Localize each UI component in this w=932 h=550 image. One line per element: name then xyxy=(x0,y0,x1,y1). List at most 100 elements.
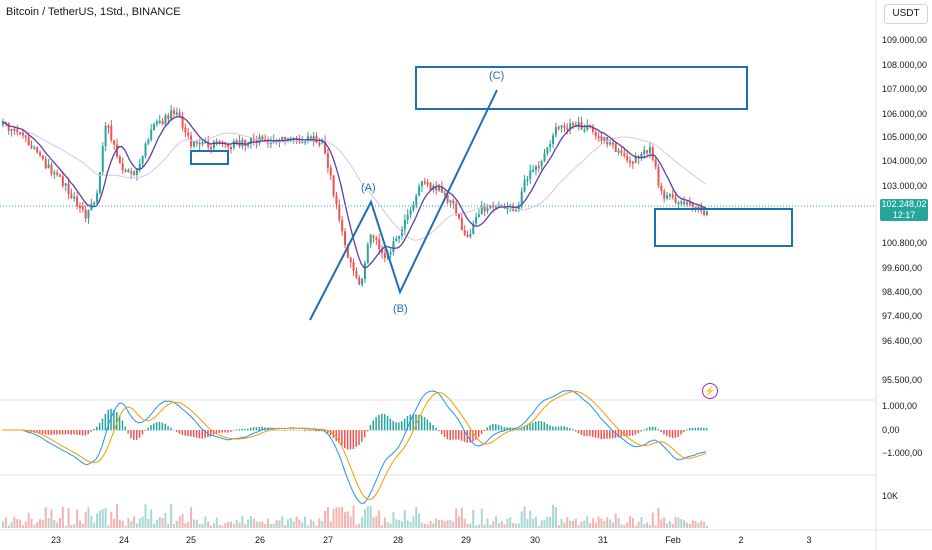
candle-body xyxy=(201,142,204,145)
macd-histogram-bar xyxy=(671,430,674,439)
macd-histogram-bar xyxy=(301,430,303,431)
price-axis[interactable]: 109.000,00 108.000,00 107.000,00 106.000,00… xyxy=(882,35,927,385)
candle-body xyxy=(315,136,318,143)
macd-histogram-bar xyxy=(218,430,221,434)
macd-histogram-bar xyxy=(116,412,118,431)
consolidation-rectangle[interactable] xyxy=(190,150,229,165)
candle-body xyxy=(472,223,475,235)
candle-body xyxy=(36,147,39,153)
candle-body xyxy=(56,172,59,175)
volume-bar xyxy=(646,522,649,528)
abc-wave-line[interactable] xyxy=(309,89,498,321)
candle-body xyxy=(338,204,341,220)
macd-histogram-bar xyxy=(306,430,309,431)
volume-bar xyxy=(383,517,386,528)
macd-histogram-bar xyxy=(512,428,514,431)
wave-label-a: (A) xyxy=(361,182,376,194)
volume-bar xyxy=(677,517,680,528)
volume-bar xyxy=(381,525,384,528)
candle-body xyxy=(21,132,24,136)
macd-histogram-bar xyxy=(543,422,545,431)
volume-bar xyxy=(477,524,480,528)
macd-histogram-bar xyxy=(267,427,269,431)
currency-selector-button[interactable]: USDT xyxy=(884,4,928,24)
candle-body xyxy=(87,210,90,219)
volume-bar xyxy=(244,523,247,528)
candle-body xyxy=(406,214,409,220)
support-zone-rectangle[interactable] xyxy=(654,208,793,247)
macd-histogram-bar xyxy=(249,427,252,431)
candle-body xyxy=(426,182,429,185)
volume-bar xyxy=(423,523,426,528)
macd-histogram-bar xyxy=(403,418,406,431)
volume-bar xyxy=(178,516,181,528)
candle-body xyxy=(184,127,187,133)
macd-histogram-bar xyxy=(101,418,104,431)
candle-body xyxy=(614,143,617,152)
candle-body xyxy=(435,185,438,191)
macd-histogram-bar xyxy=(566,427,568,431)
macd-histogram-bar xyxy=(606,430,608,439)
volume-axis: 10K xyxy=(882,491,898,501)
macd-histogram-bar xyxy=(44,430,47,435)
macd-histogram-bar xyxy=(389,418,392,431)
candle-body xyxy=(39,152,42,156)
volume-bar xyxy=(96,513,99,528)
macd-histogram-bar xyxy=(412,413,414,431)
macd-histogram-bar xyxy=(53,430,55,435)
candle-body xyxy=(84,209,87,219)
volume-bar xyxy=(455,508,458,528)
macd-histogram-bar xyxy=(475,430,477,440)
candle-body xyxy=(187,132,190,136)
candle-body xyxy=(583,129,586,132)
macd-histogram-bar xyxy=(295,429,298,431)
candle-body xyxy=(660,185,663,192)
macd-histogram-bar xyxy=(691,427,694,431)
volume-bar xyxy=(33,524,36,528)
target-zone-rectangle[interactable] xyxy=(415,66,748,110)
macd-histogram-bar xyxy=(230,430,232,432)
macd-histogram-bar xyxy=(449,430,451,441)
candle-body xyxy=(130,171,133,174)
macd-histogram-bar xyxy=(78,430,81,436)
volume-bar xyxy=(321,520,324,528)
volume-bar xyxy=(90,516,93,528)
macd-histogram-bar xyxy=(190,430,192,437)
volume-bar xyxy=(195,520,198,528)
candle-body xyxy=(210,147,213,150)
price-axis-label: 104.000,00 xyxy=(882,156,927,166)
candle-body xyxy=(98,171,101,194)
candle-body xyxy=(164,115,167,125)
macd-histogram-bar xyxy=(532,422,534,431)
volume-bar xyxy=(210,525,213,528)
macd-histogram-bar xyxy=(686,429,688,431)
candle-body xyxy=(634,156,637,163)
macd-histogram-bar xyxy=(705,427,708,431)
macd-histogram-bar xyxy=(366,430,369,432)
elliott-wave-drawing[interactable]: (A) (B) (C) xyxy=(309,70,504,321)
macd-histogram-bar xyxy=(147,427,149,431)
macd-histogram-bar xyxy=(506,427,508,431)
volume-bar xyxy=(406,520,409,528)
candle-body xyxy=(546,147,549,154)
volume-bar xyxy=(560,518,563,528)
macd-histogram-bar xyxy=(255,427,258,431)
macd-histogram-bar xyxy=(344,430,346,449)
volume-bar xyxy=(415,507,418,528)
lightning-icon[interactable]: ⚡ xyxy=(702,383,718,399)
candle-body xyxy=(312,136,315,142)
volume-bar xyxy=(475,525,478,528)
volume-bar xyxy=(61,506,64,528)
time-axis[interactable]: 23 24 25 26 27 28 29 30 31 Feb 2 3 xyxy=(51,535,812,545)
volume-bar xyxy=(680,519,683,528)
volume-bar xyxy=(691,520,694,528)
volume-bar xyxy=(509,517,512,528)
candle-body xyxy=(460,218,463,231)
volume-bar xyxy=(418,513,421,528)
macd-histogram-bar xyxy=(517,428,520,431)
candle-body xyxy=(249,137,252,145)
volume-bar xyxy=(53,519,56,528)
volume-bar xyxy=(549,516,552,528)
macd-histogram-bar xyxy=(184,430,186,436)
